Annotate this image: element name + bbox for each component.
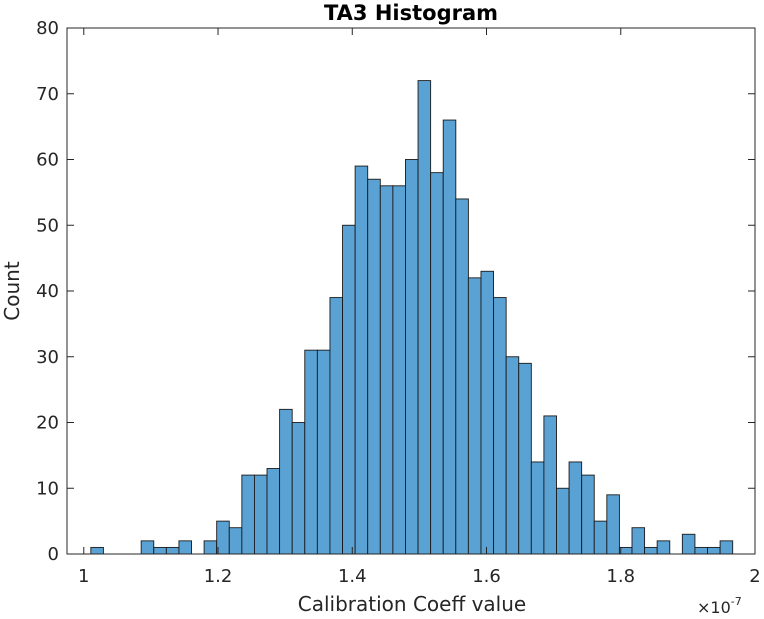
histogram-bar [203, 540, 218, 555]
histogram-bar [681, 533, 696, 555]
histogram-bar [379, 185, 394, 555]
histogram-bar [354, 165, 369, 555]
histogram-bar [417, 80, 432, 555]
histogram-bar [392, 185, 406, 555]
histogram-bar [530, 461, 545, 555]
y-tick-label: 50 [36, 215, 59, 236]
y-tick-label: 30 [36, 347, 59, 368]
histogram-bar [279, 408, 293, 555]
histogram-bar [631, 527, 646, 555]
chart-title: TA3 Histogram [324, 1, 498, 25]
x-tick-label: 1.6 [472, 566, 501, 587]
y-tick-label: 0 [48, 544, 59, 565]
histogram-bar [656, 540, 671, 555]
histogram-bar [543, 415, 557, 555]
histogram-bar [480, 270, 495, 555]
histogram-bar [606, 494, 620, 555]
y-tick-label: 60 [36, 150, 59, 171]
histogram-bar [178, 540, 192, 555]
x-axis-exponent-power: -7 [731, 595, 742, 608]
x-tick-label: 1 [78, 566, 89, 587]
x-axis-exponent: ×10-7 [697, 595, 742, 617]
x-tick-label: 1.8 [606, 566, 635, 587]
histogram-bar [165, 546, 180, 555]
x-tick-label: 1.2 [204, 566, 233, 587]
histogram-bar [618, 546, 633, 555]
histogram-bar [556, 487, 570, 555]
histogram-bar [140, 540, 155, 555]
histogram-bar [304, 349, 318, 555]
histogram-bar [153, 546, 167, 555]
y-tick-label: 80 [36, 18, 59, 39]
histogram-bar [518, 362, 532, 555]
y-axis-label: Count [0, 261, 24, 321]
x-tick-label: 1.4 [338, 566, 367, 587]
histogram-bar [266, 468, 281, 555]
histogram-bars [90, 80, 734, 555]
histogram-bar [316, 349, 331, 555]
histogram-bar [694, 546, 708, 555]
histogram-bar [367, 178, 381, 555]
histogram-bar [342, 224, 356, 555]
histogram-bar [581, 474, 595, 555]
histogram-bar [241, 474, 255, 555]
histogram-bar [253, 474, 268, 555]
x-axis-ticks: 1 1.2 1.4 1.6 1.8 2 [78, 28, 761, 587]
histogram-bar [90, 546, 104, 555]
histogram-bar [442, 119, 457, 555]
y-axis-ticks: 0 10 20 30 40 50 60 70 80 [36, 18, 755, 565]
y-tick-label: 10 [36, 478, 59, 499]
x-tick-label: 2 [749, 566, 760, 587]
y-tick-label: 40 [36, 281, 59, 302]
histogram-bar [644, 546, 658, 555]
histogram-bar [719, 540, 734, 555]
histogram-bar [329, 297, 343, 555]
histogram-bar [216, 520, 230, 555]
x-axis-label: Calibration Coeff value [298, 592, 526, 616]
histogram-bar [228, 527, 243, 555]
histogram-bar [505, 356, 520, 555]
histogram-bar [707, 546, 721, 555]
histogram-bar [467, 277, 482, 555]
histogram-bar [493, 297, 507, 555]
y-tick-label: 20 [36, 413, 59, 434]
histogram-bar [291, 422, 306, 555]
histogram-bar [455, 198, 469, 555]
histogram-bar [593, 520, 608, 555]
histogram-bar [430, 172, 444, 555]
x-axis-exponent-base: ×10 [697, 598, 731, 617]
histogram-bar [405, 159, 419, 555]
y-tick-label: 70 [36, 84, 59, 105]
histogram-bar [568, 461, 583, 555]
